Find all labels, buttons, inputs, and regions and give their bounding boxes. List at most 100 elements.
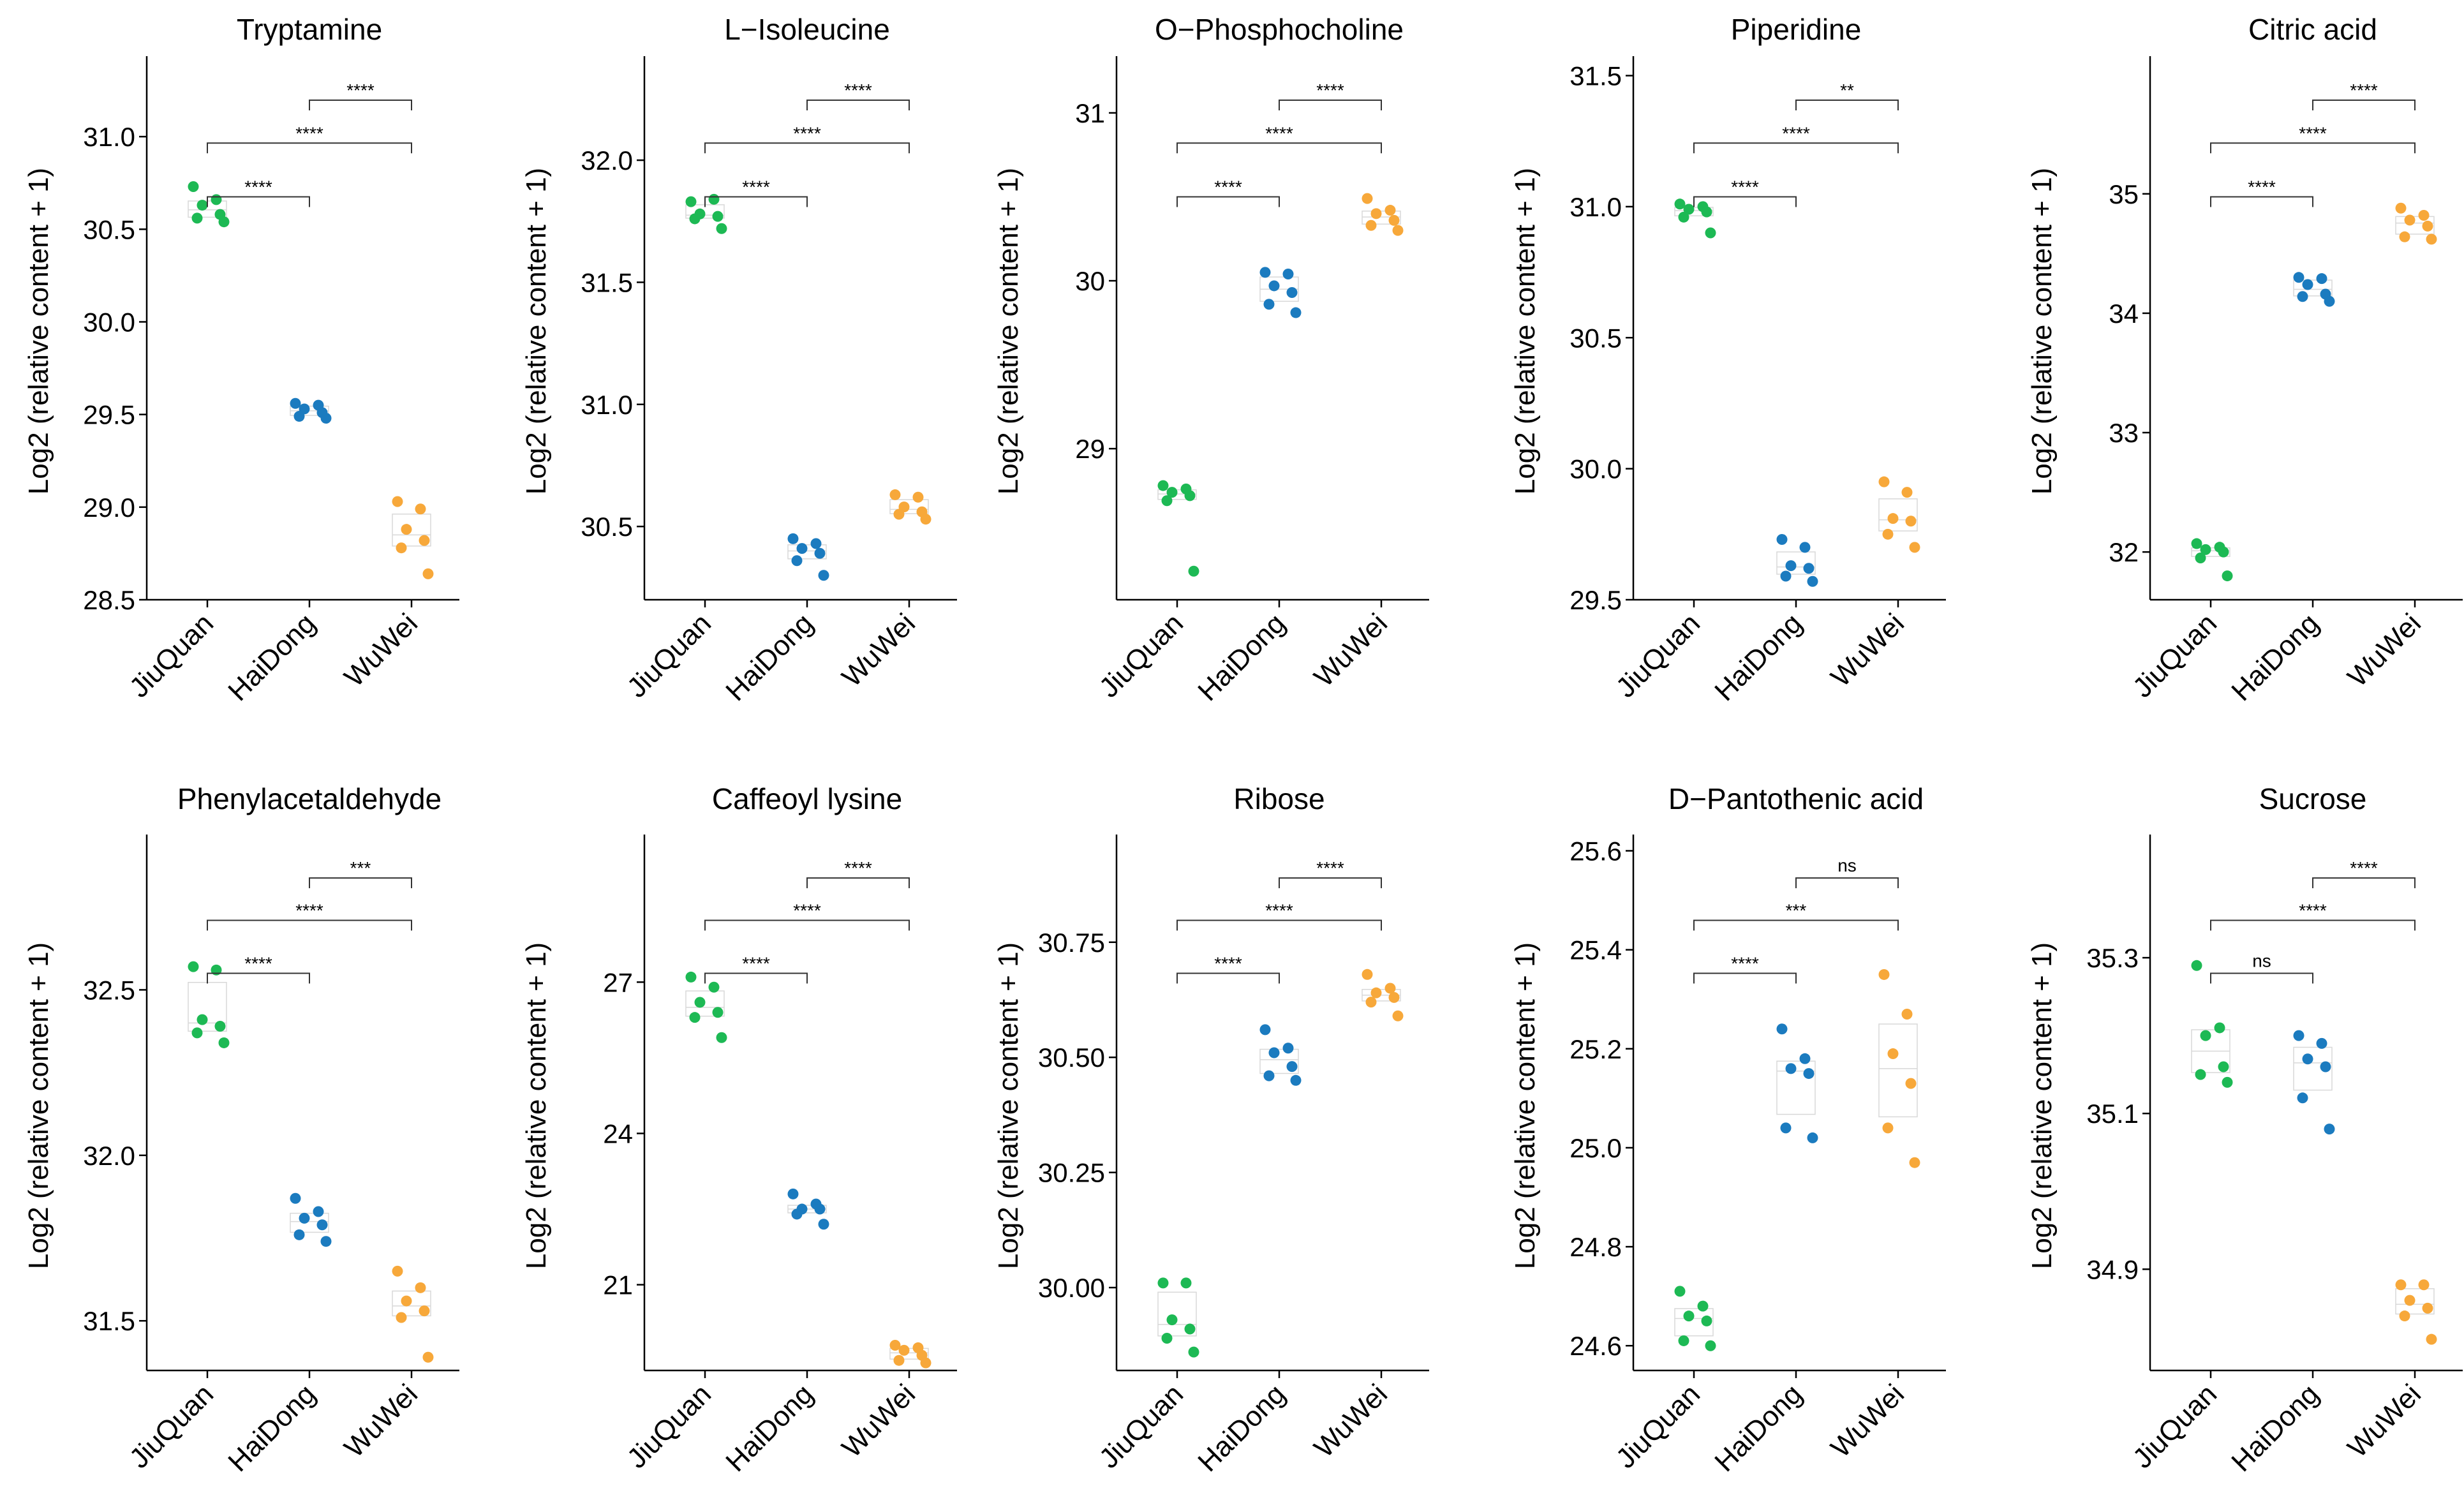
point-jiuquan xyxy=(1683,204,1695,215)
point-haidong xyxy=(1286,286,1298,298)
panel-title: Citric acid xyxy=(2248,13,2377,46)
y-tick-label: 34 xyxy=(2109,299,2139,329)
sig-bracket-haidong-wuwei xyxy=(309,877,412,889)
point-wuwei xyxy=(920,1357,931,1369)
point-jiuquan xyxy=(1678,1335,1689,1346)
point-haidong xyxy=(1785,560,1797,572)
sig-label: **** xyxy=(2350,858,2378,878)
panel-ribose: Ribose 30.00 30.25 30.50 30.75 Log2 (relative… xyxy=(993,782,1429,1478)
x-tick-label-wuwei: WuWei xyxy=(338,1378,424,1464)
x-tick-label-haidong: HaiDong xyxy=(1709,1378,1808,1478)
sig-label: **** xyxy=(2350,80,2378,100)
point-jiuquan xyxy=(1683,1310,1695,1322)
point-jiuquan xyxy=(191,212,203,224)
point-wuwei xyxy=(2418,210,2430,221)
sig-label: **** xyxy=(742,177,770,197)
box-jiuquan xyxy=(1674,1308,1714,1337)
point-wuwei xyxy=(1362,969,1373,980)
point-haidong xyxy=(1286,1061,1298,1073)
x-tick-label-wuwei: WuWei xyxy=(1825,607,1910,693)
point-jiuquan xyxy=(2200,1030,2211,1041)
point-jiuquan xyxy=(1157,480,1169,491)
point-jiuquan xyxy=(197,1014,208,1025)
point-wuwei xyxy=(1887,513,1899,524)
point-haidong xyxy=(2297,291,2308,302)
sig-label: **** xyxy=(742,954,770,974)
point-haidong xyxy=(1807,575,1818,587)
point-jiuquan xyxy=(1157,1277,1169,1289)
y-tick-label: 30.0 xyxy=(1570,454,1622,484)
x-tick-label-wuwei: WuWei xyxy=(2342,607,2427,693)
point-jiuquan xyxy=(218,216,230,228)
panel-sucrose: Sucrose 34.9 35.1 35.3 Log2 (relative conten… xyxy=(2026,782,2463,1478)
point-haidong xyxy=(818,570,829,581)
point-jiuquan xyxy=(712,1007,724,1018)
sig-bracket-jiuquan-haidong xyxy=(207,972,310,984)
sig-bracket-jiuquan-haidong xyxy=(1176,196,1280,207)
point-haidong xyxy=(1259,267,1271,278)
x-tick-label-wuwei: WuWei xyxy=(338,607,424,693)
point-jiuquan xyxy=(1184,490,1196,501)
point-wuwei xyxy=(920,514,931,525)
point-wuwei xyxy=(898,1344,910,1356)
point-haidong xyxy=(1263,1070,1275,1081)
sig-label: **** xyxy=(1731,177,1759,197)
x-tick-label-wuwei: WuWei xyxy=(2342,1378,2427,1464)
point-haidong xyxy=(320,1236,332,1247)
point-haidong xyxy=(293,1229,305,1240)
x-tick-label-jiuquan: JiuQuan xyxy=(621,1378,718,1474)
y-axis-label: Log2 (relative content + 1) xyxy=(2026,168,2058,494)
point-haidong xyxy=(814,1203,826,1215)
y-tick-label: 25.6 xyxy=(1570,836,1622,866)
point-wuwei xyxy=(2395,202,2407,214)
point-jiuquan xyxy=(689,213,701,225)
point-jiuquan xyxy=(188,961,199,972)
point-haidong xyxy=(2320,1061,2331,1073)
panel-tryptamine: Tryptamine 28.5 29.0 29.5 30.0 30.5 31.0 Log2 (… xyxy=(23,13,459,707)
x-tick-label-jiuquan: JiuQuan xyxy=(1094,1378,1190,1474)
point-wuwei xyxy=(2426,234,2437,245)
sig-label: **** xyxy=(244,954,272,974)
box-wuwei xyxy=(1878,498,1918,531)
x-tick-label-wuwei: WuWei xyxy=(1825,1378,1910,1464)
x-tick-label-jiuquan: JiuQuan xyxy=(1610,1378,1707,1474)
point-haidong xyxy=(2324,1124,2335,1135)
point-jiuquan xyxy=(214,1021,226,1032)
sig-label: **** xyxy=(1782,123,1810,143)
y-tick-label: 25.0 xyxy=(1570,1133,1622,1163)
y-tick-label: 32 xyxy=(2109,537,2139,567)
point-jiuquan xyxy=(218,1037,230,1048)
box-haidong xyxy=(1259,1048,1299,1074)
box-wuwei xyxy=(392,513,431,547)
point-jiuquan xyxy=(2222,1076,2233,1088)
panel-title: D−Pantothenic acid xyxy=(1668,782,1924,815)
point-wuwei xyxy=(2404,1295,2416,1306)
point-haidong xyxy=(818,1219,829,1230)
point-wuwei xyxy=(889,489,901,500)
point-jiuquan xyxy=(712,211,724,222)
sig-bracket-haidong-wuwei xyxy=(309,99,412,110)
point-jiuquan xyxy=(1161,495,1173,507)
point-jiuquan xyxy=(2195,553,2206,564)
x-tick-label-haidong: HaiDong xyxy=(222,607,322,707)
sig-bracket-haidong-wuwei xyxy=(1795,99,1899,110)
y-tick-label: 33 xyxy=(2109,418,2139,448)
box-haidong xyxy=(290,1212,329,1233)
point-wuwei xyxy=(2422,1302,2433,1314)
point-jiuquan xyxy=(1180,1277,1192,1289)
x-tick-label-wuwei: WuWei xyxy=(1308,1378,1393,1464)
sig-bracket-haidong-wuwei xyxy=(2312,877,2416,889)
point-wuwei xyxy=(893,1355,905,1366)
point-jiuquan xyxy=(689,1012,701,1023)
sig-label: ns xyxy=(1837,856,1857,875)
point-haidong xyxy=(1807,1132,1818,1143)
point-haidong xyxy=(787,1188,799,1199)
y-tick-label: 35 xyxy=(2109,179,2139,209)
panel-piperidine: Piperidine 29.5 30.0 30.5 31.0 31.5 Log2 (rela… xyxy=(1510,13,1946,707)
point-wuwei xyxy=(1392,1010,1404,1021)
sig-bracket-jiuquan-wuwei xyxy=(207,919,412,931)
sig-label: ** xyxy=(1840,80,1854,100)
point-wuwei xyxy=(2426,1333,2437,1345)
y-tick-label: 31.0 xyxy=(83,122,135,152)
